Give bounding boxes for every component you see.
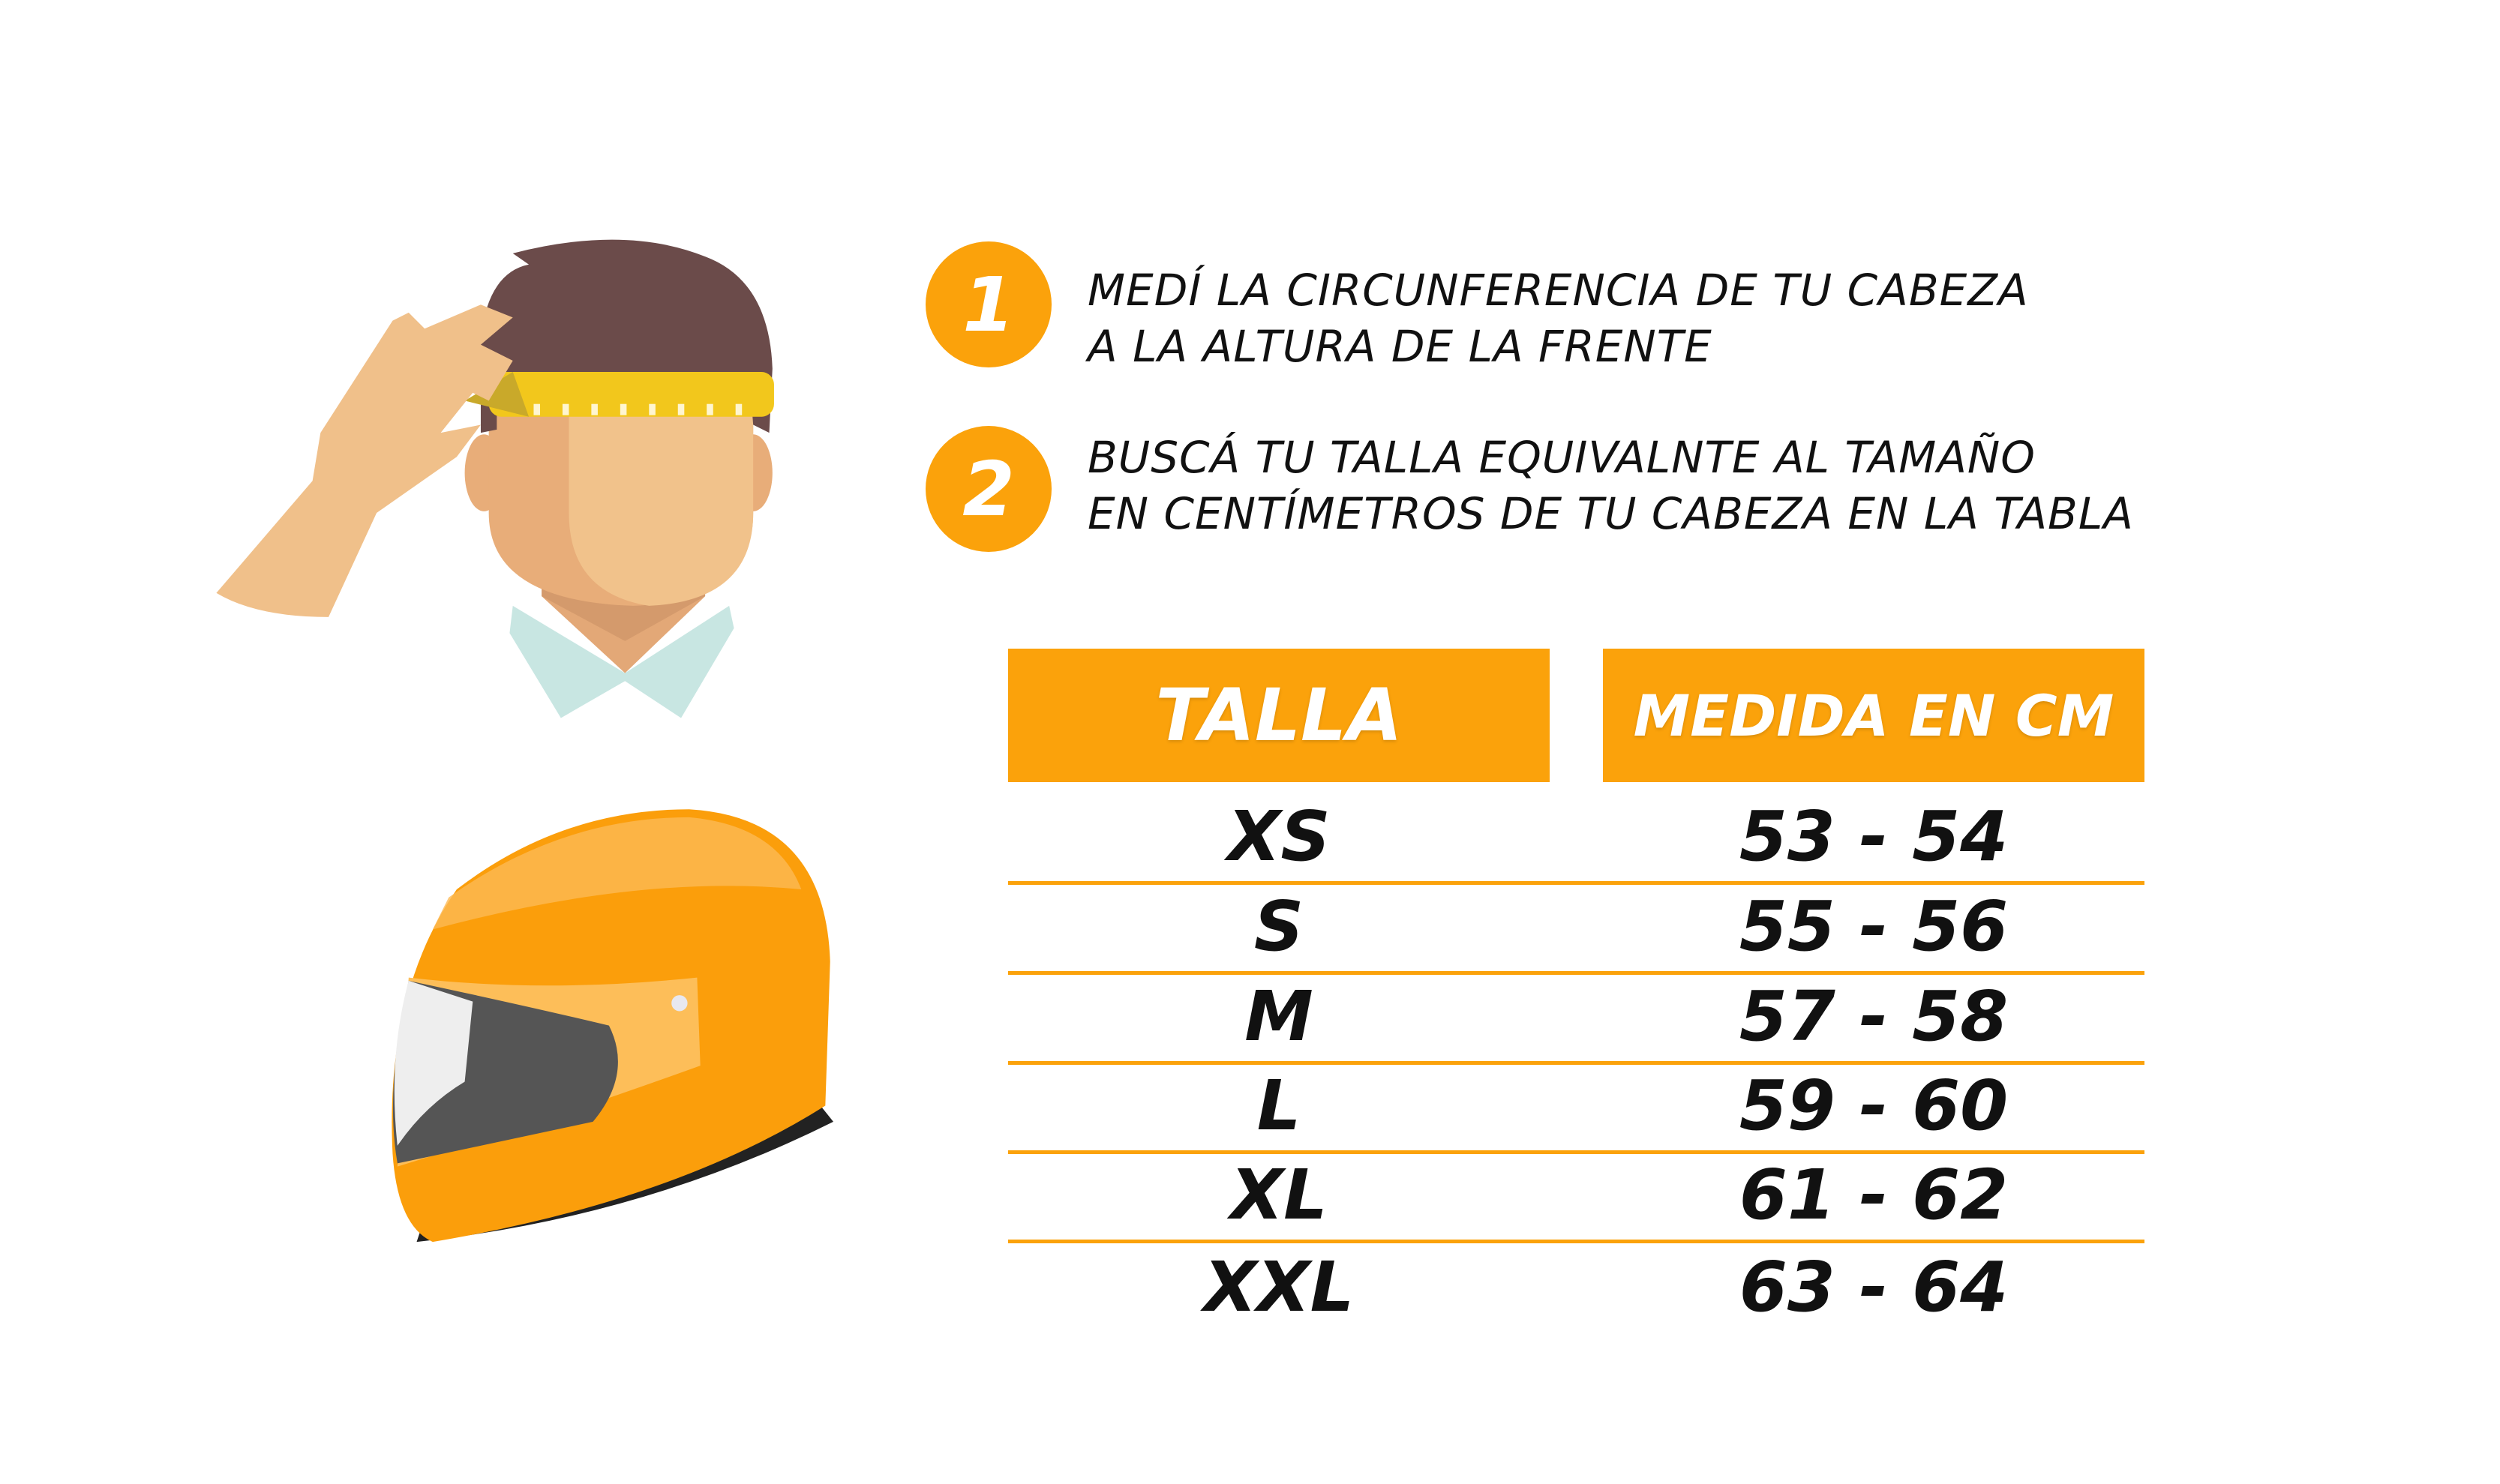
size-cell: XS <box>1227 796 1331 877</box>
step-line: BUSCÁ TU TALLA EQUIVALNTE AL TAMAÑO <box>1088 432 2036 483</box>
step-line: A LA ALTURA DE LA FRENTE <box>1088 321 1712 372</box>
header-label: MEDIDA EN CM <box>1633 682 2114 749</box>
orange-motorcycle-helmet-icon <box>392 809 833 1243</box>
size-cell: M <box>1244 976 1313 1057</box>
measure-cell: 59 - 60 <box>1739 1065 2009 1146</box>
table-row: XS 53 - 54 <box>1008 791 2144 885</box>
header-talla: TALLA <box>1008 649 1550 782</box>
step-2-badge: 2 <box>926 426 1052 552</box>
step-number: 2 <box>962 445 1015 533</box>
table-row: XL 61 - 62 <box>1008 1150 2144 1243</box>
measure-cell: 53 - 54 <box>1739 796 2009 877</box>
measure-cell: 61 - 62 <box>1739 1154 2009 1235</box>
step-line: MEDÍ LA CIRCUNFERENCIA DE TU CABEZA <box>1088 265 2029 316</box>
step-number: 1 <box>962 260 1015 349</box>
step-2-text: BUSCÁ TU TALLA EQUIVALNTE AL TAMAÑO EN C… <box>1088 430 2134 542</box>
table-row: XXL 63 - 64 <box>1008 1242 2144 1332</box>
header-medida: MEDIDA EN CM <box>1603 649 2144 782</box>
size-cell: XXL <box>1203 1246 1355 1327</box>
header-label: TALLA <box>1155 673 1403 757</box>
person-measuring-head-with-tape-icon <box>216 239 774 718</box>
measure-cell: 63 - 64 <box>1739 1246 2009 1327</box>
table-row: S 55 - 56 <box>1008 881 2144 975</box>
step-1-badge: 1 <box>926 241 1052 367</box>
measure-cell: 55 - 56 <box>1739 886 2009 967</box>
size-cell: S <box>1253 886 1304 967</box>
measure-cell: 57 - 58 <box>1739 976 2009 1057</box>
table-row: M 57 - 58 <box>1008 971 2144 1065</box>
step-1-text: MEDÍ LA CIRCUNFERENCIA DE TU CABEZA A LA… <box>1088 262 2029 375</box>
table-row: L 59 - 60 <box>1008 1060 2144 1154</box>
size-cell: L <box>1256 1065 1301 1146</box>
size-cell: XL <box>1230 1154 1328 1235</box>
step-line: EN CENTÍMETROS DE TU CABEZA EN LA TABLA <box>1088 488 2134 539</box>
